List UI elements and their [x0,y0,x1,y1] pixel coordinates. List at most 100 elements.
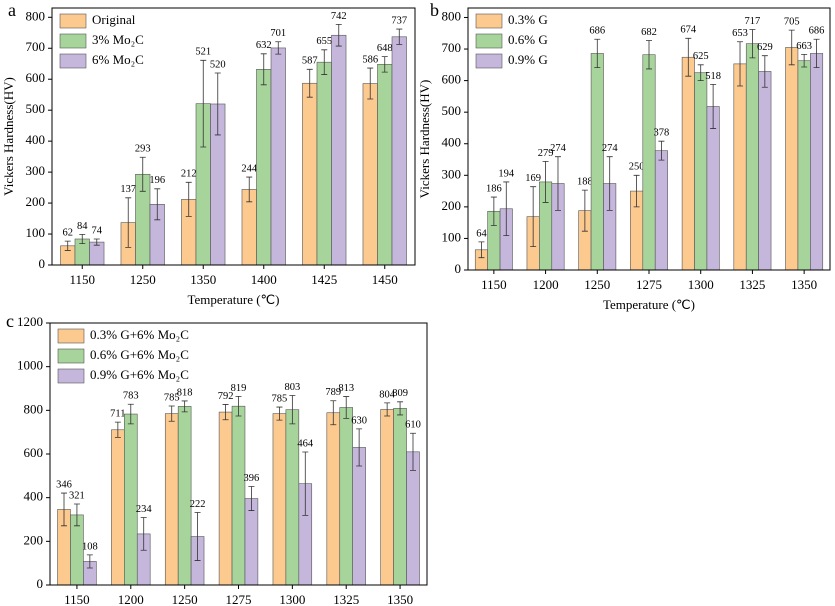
x-axis-label: Temperature (℃) [187,292,279,307]
bar [642,54,656,271]
error-bar [200,59,207,148]
error-bar [335,24,342,47]
y-tick-label: 400 [26,132,46,147]
error-bar [554,156,561,211]
y-tick-label: 100 [442,229,462,244]
y-tick-label: 1000 [17,358,43,373]
value-label: 464 [297,438,314,449]
y-tick-label: 200 [24,532,44,547]
y-tick-label: 800 [26,8,46,23]
bar [111,429,125,586]
value-label: 274 [602,143,619,154]
value-label: 630 [351,415,367,426]
value-label: 518 [705,71,721,82]
error-bar [79,233,86,245]
error-bar [154,188,161,221]
error-bar [697,64,704,82]
error-bar [194,512,201,561]
value-label: 274 [550,143,567,154]
legend-swatch [57,348,85,364]
bar [393,408,407,586]
bar [218,411,233,586]
value-label: 186 [486,183,502,194]
x-tick-label: 1200 [118,592,144,606]
bar [272,413,287,586]
value-label: 74 [92,225,103,236]
error-bar [606,156,613,211]
bar [331,34,347,266]
error-bar [330,400,337,426]
error-bar [275,41,282,55]
error-bar [260,53,267,86]
error-bar [61,492,68,527]
error-bar [490,196,497,226]
error-bar [168,405,175,422]
value-label: 396 [244,473,260,484]
error-bar [93,238,100,246]
error-bar [478,241,485,259]
bar [326,412,341,586]
bar [733,63,747,271]
value-label: 674 [680,25,697,36]
x-tick-label: 1350 [190,272,216,287]
value-label: 742 [331,11,347,22]
y-tick-label: 400 [442,135,462,150]
legend-swatch [59,13,87,29]
y-axis-label: Vickers Hardness(HV) [1,77,16,196]
value-label: 321 [69,490,85,501]
value-label: 682 [641,27,657,38]
bar [654,150,668,271]
value-label: 783 [123,391,139,402]
bar [391,36,407,266]
plot-frame [467,7,831,271]
error-bar [343,396,350,419]
y-tick-label: 800 [442,8,462,23]
error-bar [381,56,388,73]
value-label: 804 [379,389,396,400]
y-tick-label: 500 [442,103,462,118]
x-tick-label: 1250 [584,277,610,292]
value-label: 234 [136,504,153,515]
legend-label: 0.3% G [508,12,548,27]
error-bar [813,38,820,69]
panel-label: c [6,311,14,331]
x-tick-label: 1325 [739,277,765,292]
bar [758,71,772,271]
value-label: 520 [210,59,226,70]
x-axis-label: Temperature (℃) [603,297,695,312]
legend-swatch [475,53,503,69]
value-label: 586 [362,54,378,65]
bar [270,47,286,266]
error-bar [181,400,188,413]
x-tick-label: 1250 [172,592,198,606]
bar [785,47,799,271]
y-tick-label: 500 [26,101,46,116]
legend-label: 0.9% G [508,52,548,67]
value-label: 705 [784,17,800,28]
value-label: 818 [177,387,193,398]
y-tick-label: 300 [442,166,462,181]
value-label: 625 [693,51,709,62]
value-label: 222 [190,499,206,510]
error-bar [356,428,363,467]
value-label: 137 [120,184,136,195]
y-tick-label: 600 [24,445,44,460]
value-label: 809 [392,388,408,399]
value-label: 785 [272,393,288,404]
error-bar [710,83,717,129]
error-bar [384,402,391,417]
bar [380,409,394,586]
bar [285,409,300,586]
x-tick-label: 1275 [636,277,662,292]
error-bar [633,174,640,208]
error-bar [396,28,403,45]
y-tick-label: 0 [37,576,44,591]
value-label: 378 [654,128,670,139]
plot-frame [51,7,416,266]
error-bar [594,38,601,69]
error-bar [409,432,416,471]
value-label: 610 [405,420,421,431]
bar [797,60,811,271]
value-label: 62 [62,228,73,239]
value-label: 813 [338,383,354,394]
